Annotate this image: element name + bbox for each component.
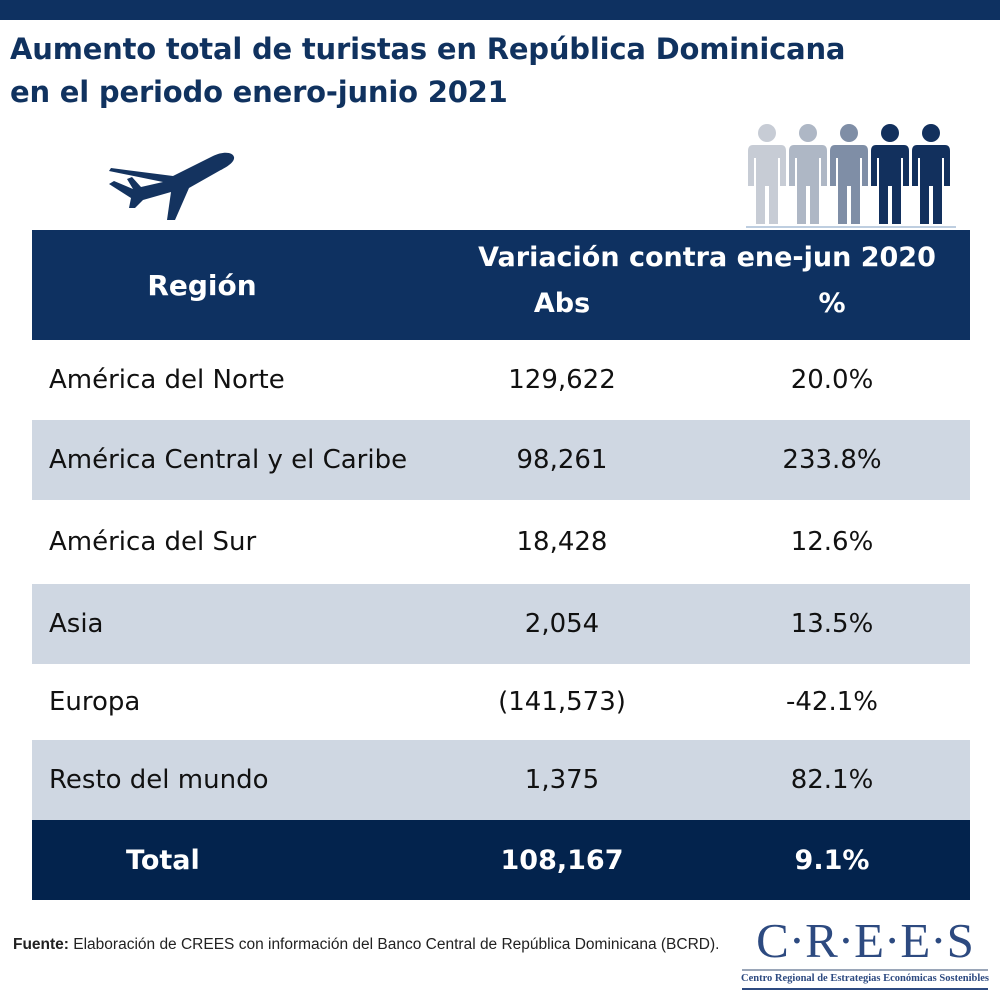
total-pct: 9.1% bbox=[794, 844, 870, 876]
header-region: Región bbox=[147, 268, 257, 302]
cell-abs: 129,622 bbox=[508, 365, 616, 395]
cell-pct: 233.8% bbox=[782, 445, 882, 475]
table-row: América del Sur 18,428 12.6% bbox=[32, 500, 970, 584]
title-line-2: en el periodo enero-junio 2021 bbox=[10, 75, 508, 109]
airplane-icon bbox=[109, 152, 235, 220]
logo-subtitle: Centro Regional de Estrategias Económica… bbox=[740, 973, 989, 984]
source-label: Fuente: bbox=[13, 936, 69, 953]
person-figure-icon bbox=[912, 124, 950, 224]
cell-region: América del Norte bbox=[49, 365, 285, 395]
person-figure-icon bbox=[789, 124, 827, 224]
cell-pct: 13.5% bbox=[790, 609, 874, 639]
cell-abs: 98,261 bbox=[516, 445, 608, 475]
people-group-icon bbox=[746, 124, 956, 228]
logo-divider-top bbox=[742, 969, 988, 971]
cell-region: América Central y el Caribe bbox=[49, 445, 408, 475]
table-row: América del Norte 129,622 20.0% bbox=[32, 340, 970, 420]
logo-name: C·R·E·E·S bbox=[756, 913, 974, 968]
cell-region: Asia bbox=[49, 609, 104, 639]
total-abs: 108,167 bbox=[500, 844, 624, 876]
cell-abs: 18,428 bbox=[516, 527, 608, 557]
cell-abs: (141,573) bbox=[498, 687, 626, 717]
logo-divider-bottom bbox=[742, 988, 988, 990]
header-pct: % bbox=[818, 288, 846, 319]
total-row: Total 108,167 9.1% bbox=[32, 820, 970, 900]
person-figure-icon bbox=[830, 124, 868, 224]
table-header: Región Variación contra ene-jun 2020 Abs… bbox=[32, 230, 970, 340]
total-label: Total bbox=[126, 844, 200, 876]
cell-region: Resto del mundo bbox=[49, 765, 269, 795]
table-row: Asia 2,054 13.5% bbox=[32, 584, 970, 664]
cell-abs: 1,375 bbox=[524, 765, 600, 795]
crees-logo: C·R·E·E·S Centro Regional de Estrategias… bbox=[734, 914, 996, 994]
page-title: Aumento total de turistas en República D… bbox=[10, 28, 995, 114]
top-bar bbox=[0, 0, 1000, 20]
tourism-table: Región Variación contra ene-jun 2020 Abs… bbox=[32, 230, 970, 900]
cell-region: América del Sur bbox=[49, 527, 257, 557]
cell-pct: 20.0% bbox=[790, 365, 874, 395]
title-line-1: Aumento total de turistas en República D… bbox=[10, 32, 846, 66]
table-row: América Central y el Caribe 98,261 233.8… bbox=[32, 420, 970, 500]
cell-pct: 12.6% bbox=[790, 527, 874, 557]
person-figure-icon bbox=[871, 124, 909, 224]
table-row: Resto del mundo 1,375 82.1% bbox=[32, 740, 970, 820]
source-text: Elaboración de CREES con información del… bbox=[68, 936, 720, 953]
cell-pct: -42.1% bbox=[786, 687, 878, 717]
table-row: Europa (141,573) -42.1% bbox=[32, 664, 970, 740]
cell-region: Europa bbox=[49, 687, 141, 717]
cell-pct: 82.1% bbox=[790, 765, 874, 795]
header-variation: Variación contra ene-jun 2020 bbox=[478, 242, 936, 273]
header-abs: Abs bbox=[533, 288, 591, 319]
source-footnote: Fuente: Elaboración de CREES con informa… bbox=[13, 934, 723, 955]
person-figure-icon bbox=[748, 124, 786, 224]
cell-abs: 2,054 bbox=[524, 609, 600, 639]
